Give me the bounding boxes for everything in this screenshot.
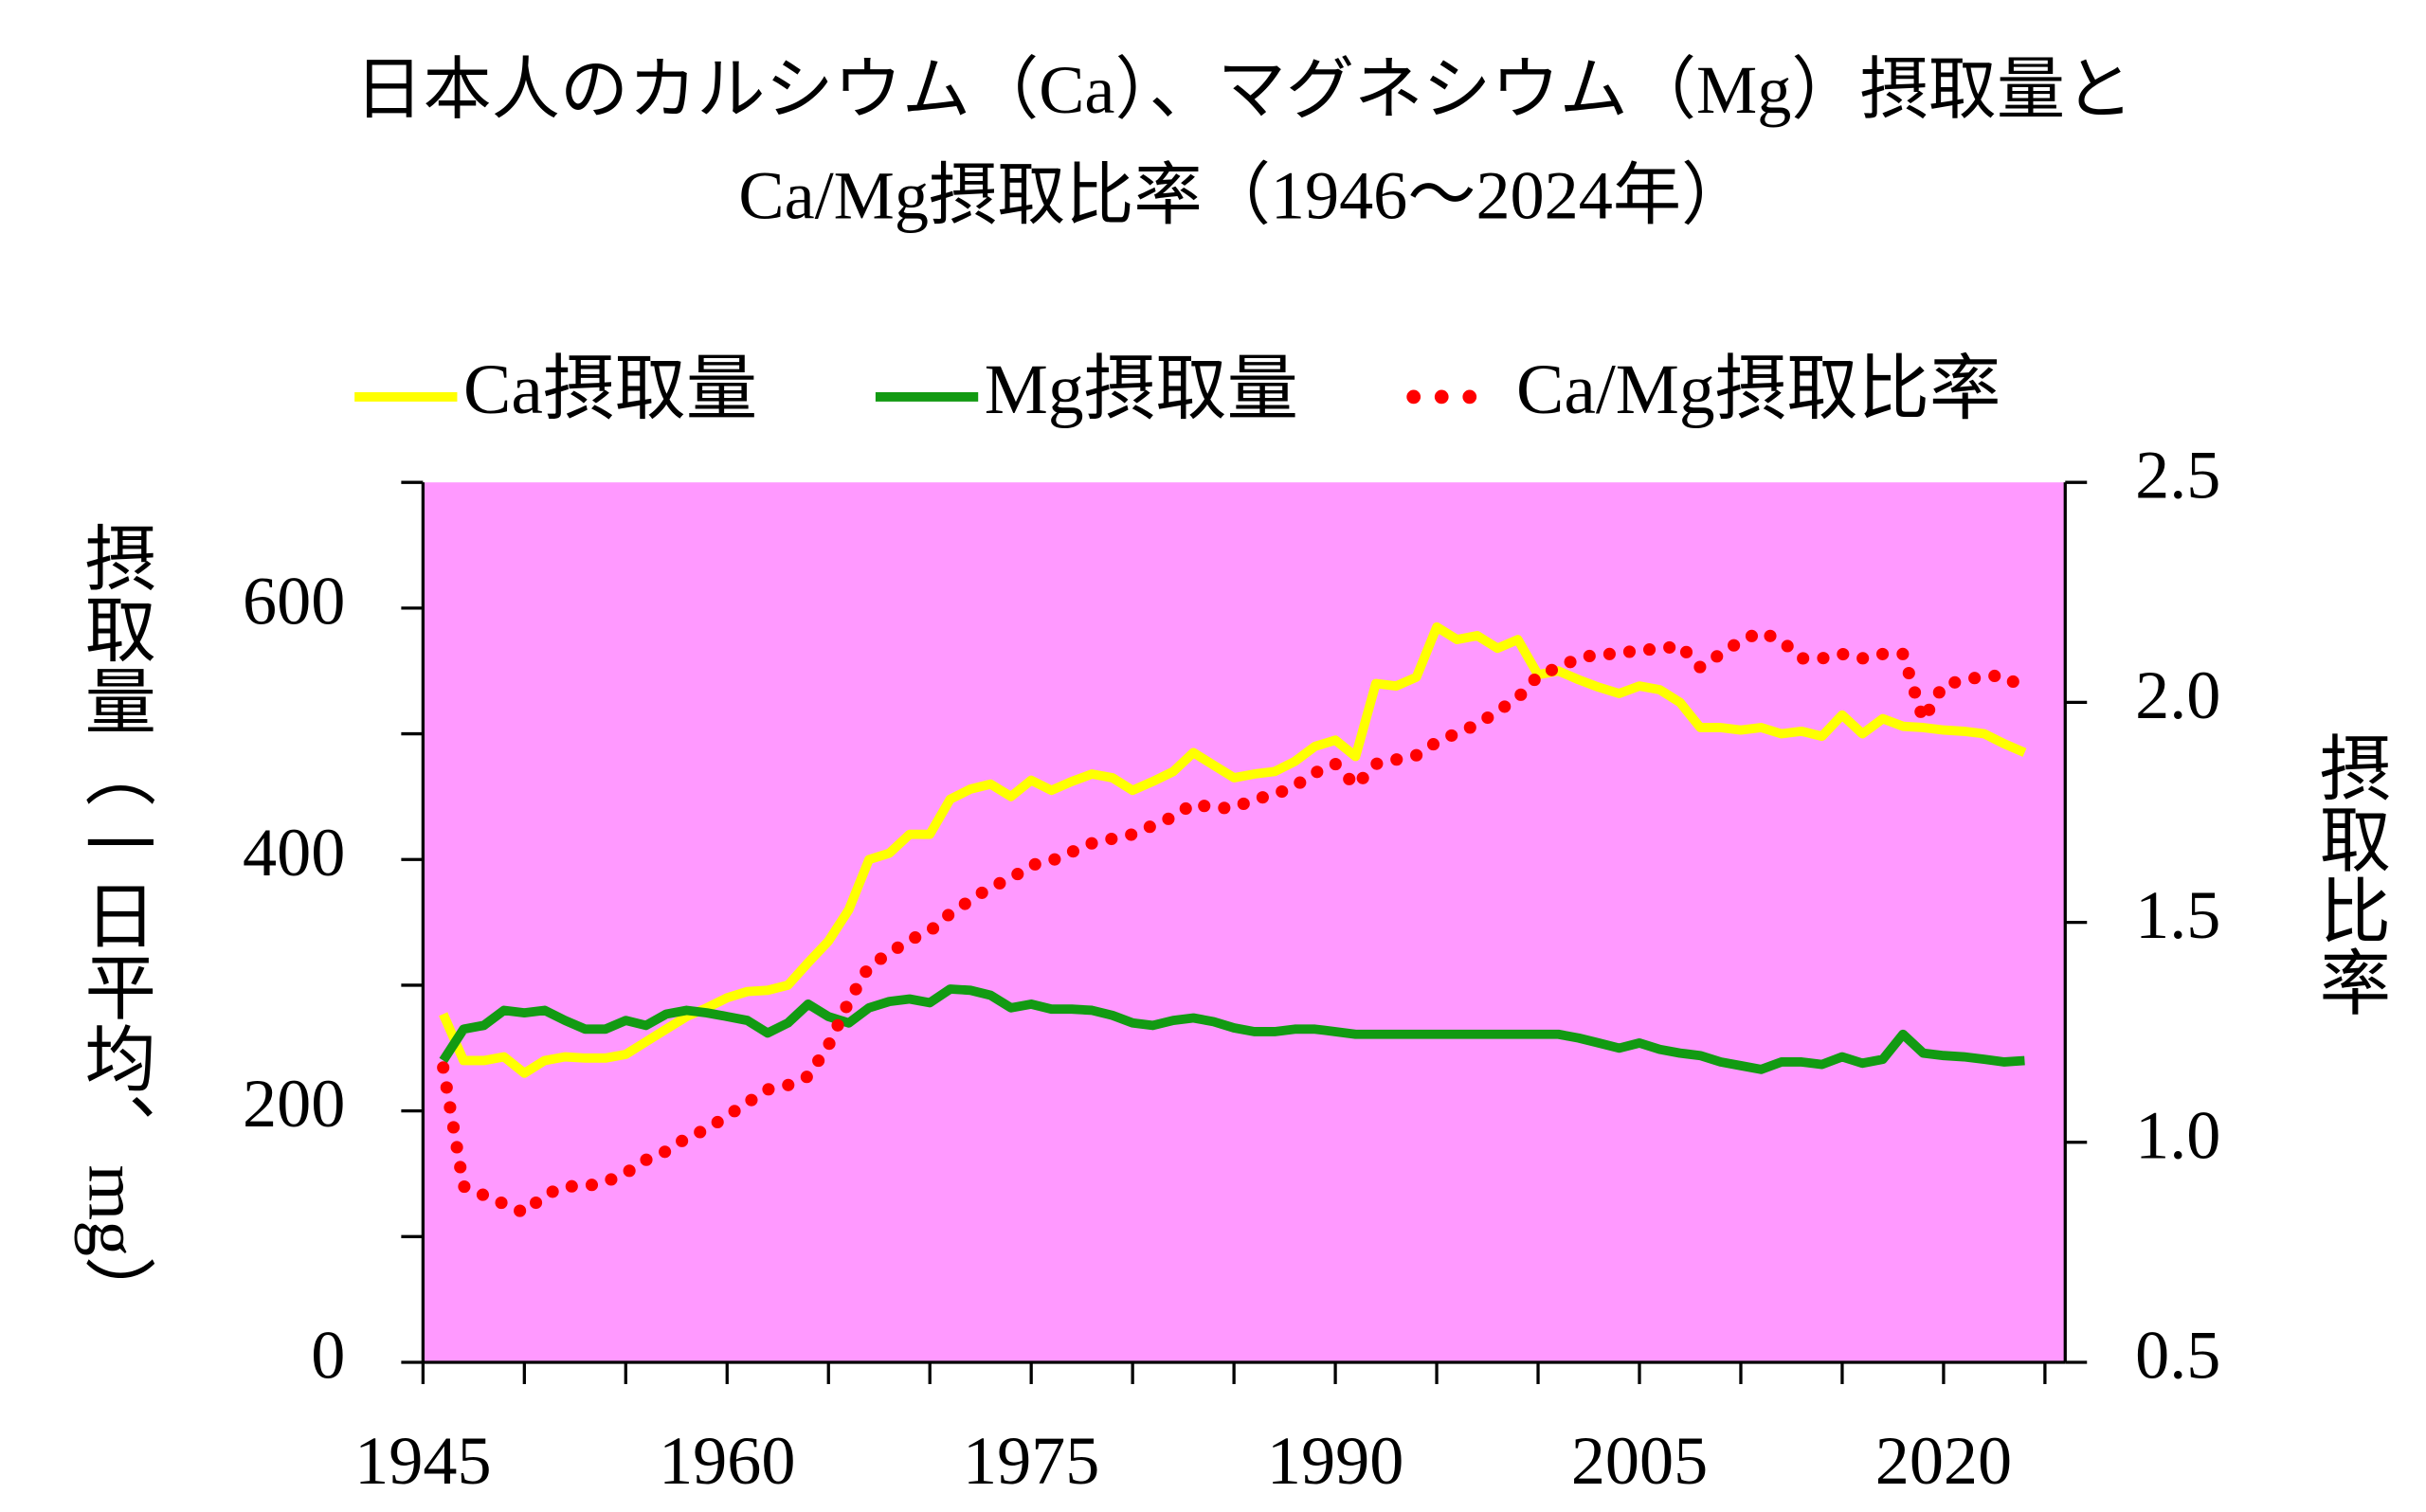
x-tick-label: 2020	[1875, 1423, 2012, 1499]
y-tick-label: 600	[243, 563, 345, 639]
y2-tick-label: 1.0	[2135, 1097, 2220, 1173]
y2-axis-label: 摂取比率	[2308, 731, 2389, 1017]
x-tick-label: 1990	[1267, 1423, 1403, 1499]
legend-label: Ca/Mg摂取比率	[1516, 351, 2001, 429]
x-tick-label: 1975	[963, 1423, 1099, 1499]
y2-tick-label: 2.5	[2135, 438, 2220, 513]
y2-tick-label: 1.5	[2135, 877, 2220, 953]
y-axis-label: 摂取量（一日平均、mg）	[73, 521, 155, 1327]
legend-label: Ca摂取量	[463, 351, 757, 429]
legend-label: Mg摂取量	[985, 351, 1298, 429]
x-tick-label: 1945	[354, 1423, 491, 1499]
plot-area	[423, 482, 2066, 1363]
y-tick-label: 200	[243, 1066, 345, 1142]
y2-tick-label: 0.5	[2135, 1318, 2220, 1394]
y-tick-label: 0	[311, 1318, 345, 1394]
chart-title: 日本人のカルシウム（Ca）、マグネシウム（Mg）摂取量と	[354, 52, 2133, 128]
x-tick-label: 2005	[1571, 1423, 1708, 1499]
series-line	[439, 621, 2027, 1078]
series-line	[439, 984, 2025, 1074]
y-tick-label: 400	[243, 815, 345, 891]
x-tick-label: 1960	[659, 1423, 795, 1499]
y2-tick-label: 2.0	[2135, 657, 2220, 733]
chart-title: Ca/Mg摂取比率（1946～2024年）	[738, 157, 1749, 233]
